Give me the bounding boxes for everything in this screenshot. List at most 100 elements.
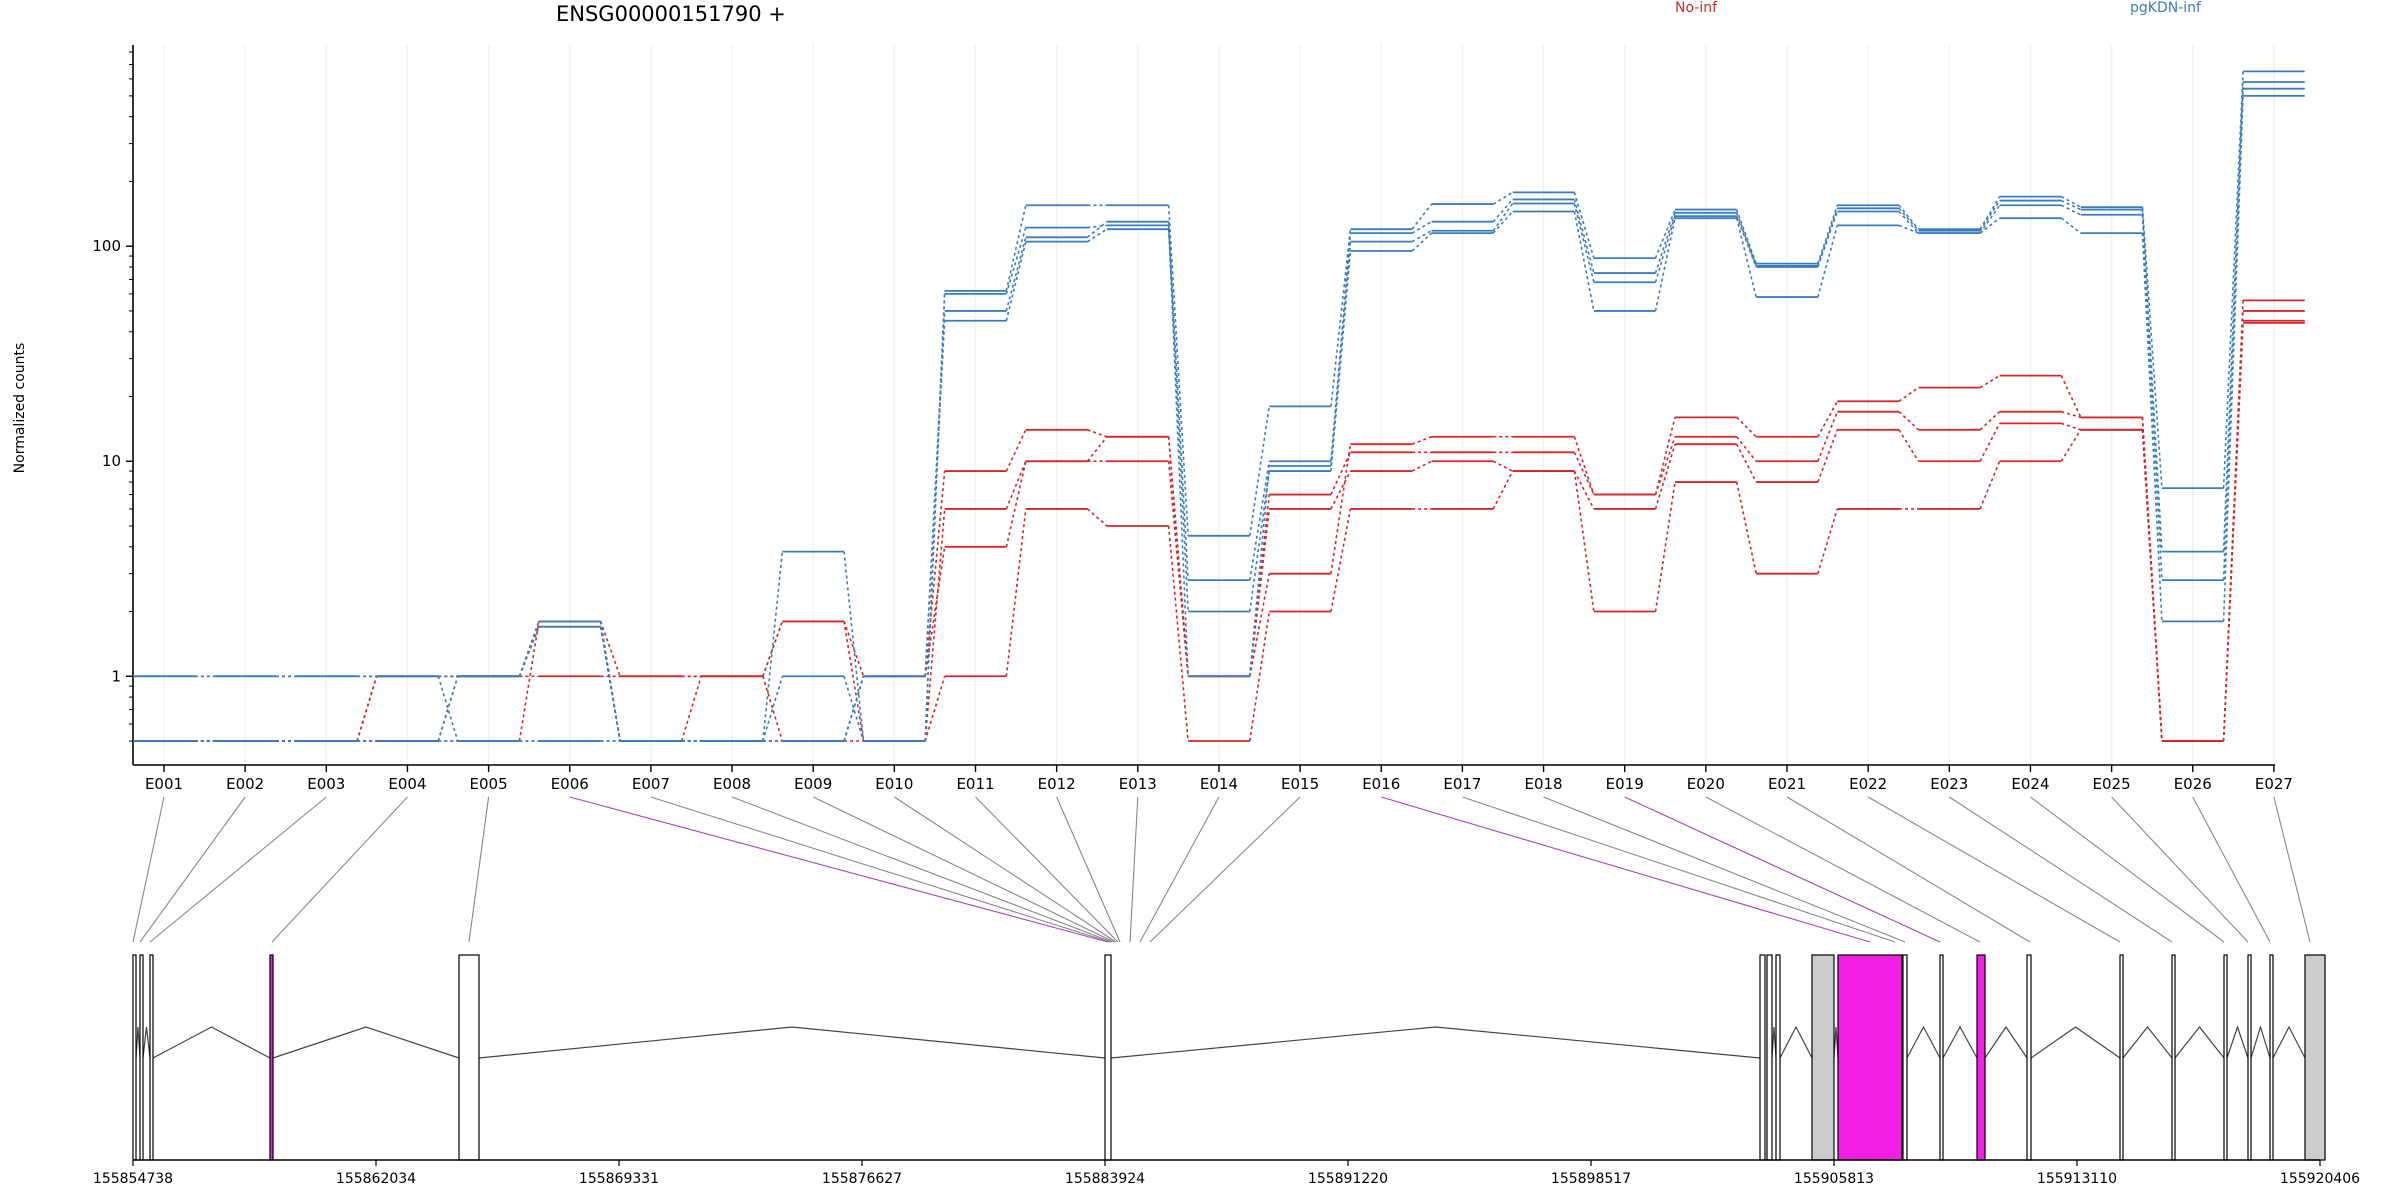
series-connector (843, 676, 865, 742)
series-connector (1573, 199, 1595, 274)
x-tick-label: E004 (388, 775, 426, 793)
exon-connector-line (569, 796, 1109, 943)
series-connector (1573, 470, 1595, 612)
series-connector (1411, 460, 1432, 472)
series-connector (2222, 95, 2244, 622)
series-connector (2060, 375, 2082, 418)
legend-entry-no-inf: No-inf (1675, 0, 1718, 16)
series-connector (1898, 210, 1920, 234)
genomic-coordinate-label: 155913110 (2037, 1171, 2117, 1187)
series-connector (1249, 573, 1271, 677)
x-tick-label: E008 (713, 775, 751, 793)
series-connector (1492, 198, 1514, 223)
intron-line (135, 1026, 141, 1059)
series-connector (1979, 423, 2001, 462)
series-connector (1979, 196, 2001, 230)
x-tick-label: E025 (2093, 775, 2131, 793)
series-connector (843, 551, 865, 742)
series-connector (1492, 210, 1514, 234)
series-connector (1248, 461, 1271, 581)
series-connector (1492, 460, 1514, 472)
exon-block (2171, 954, 2176, 1161)
series-connector (1654, 215, 1676, 283)
exon-block (2026, 954, 2032, 1161)
y-tick-label: 10 (102, 452, 121, 470)
intron-line (1984, 1025, 2028, 1059)
intron-line (2226, 1025, 2249, 1059)
series-connector (1654, 443, 1676, 510)
x-tick-label: E015 (1281, 775, 1319, 793)
series-connector (1573, 436, 1595, 495)
series-connector (680, 676, 702, 742)
series-connector (1573, 211, 1595, 312)
intron-line (1779, 1025, 1813, 1059)
series-connector (1411, 221, 1432, 234)
series-connector (843, 621, 865, 677)
x-tick-label: E018 (1524, 775, 1562, 793)
series-connector (2141, 209, 2163, 552)
series-connector (924, 470, 946, 677)
series-connector (2061, 410, 2081, 419)
x-tick-label: E005 (470, 775, 508, 793)
x-tick-label: E021 (1768, 775, 1806, 793)
x-tick-label: E019 (1606, 775, 1644, 793)
exon-block (132, 954, 137, 1161)
exon-connector-line (894, 796, 1117, 943)
series-connector (1654, 436, 1676, 495)
series-connector (1817, 400, 1839, 438)
series-connector (2141, 429, 2163, 742)
genomic-coordinate-label: 155869331 (579, 1171, 659, 1187)
series-connector (1898, 429, 1920, 462)
series-connector (599, 621, 621, 742)
x-tick-label: E002 (226, 775, 264, 793)
intron-line (2272, 1025, 2306, 1059)
series-connector (1654, 481, 1676, 612)
x-tick-label: E010 (875, 775, 913, 793)
series-connector (1898, 411, 1920, 431)
series-connector (1167, 205, 1189, 536)
intron-line (1771, 1026, 1777, 1059)
intron-line (152, 1026, 271, 1059)
series-connector (2222, 71, 2244, 489)
series-connector (2060, 217, 2082, 234)
exon-block (1766, 954, 1773, 1161)
intron-line (1906, 1025, 1941, 1059)
genomic-coordinate-label: 155898517 (1551, 1171, 1631, 1187)
exon-connector-line (139, 796, 246, 943)
exon-connector-line (1462, 796, 1896, 943)
y-tick-label: 1 (111, 667, 121, 685)
series-connector (924, 508, 946, 742)
series-connector (437, 676, 459, 742)
x-tick-label: E011 (956, 775, 994, 793)
exon-connector-line (812, 796, 1115, 943)
y-tick-label: 100 (92, 237, 121, 255)
series-connector (762, 551, 784, 742)
series-connector (1979, 411, 2001, 431)
series-connector (762, 676, 784, 742)
series-connector (1005, 205, 1027, 292)
series-connector (1736, 436, 1757, 462)
exon-connector-line (1129, 796, 1139, 943)
series-connector (1735, 217, 1757, 298)
intron-line (142, 1026, 151, 1059)
exon-connector-line (149, 796, 327, 943)
exon-connector-line (731, 796, 1113, 943)
series-connector (1817, 411, 1839, 462)
exon-block (2304, 954, 2326, 1161)
series-connector (1167, 221, 1189, 677)
exon-connector-line (1543, 796, 1906, 943)
series-connector (1411, 230, 1432, 243)
intron-line (2122, 1026, 2173, 1059)
series-connector (1005, 429, 1027, 472)
series-connector (924, 320, 946, 677)
series-connector (437, 676, 459, 742)
series-connector (843, 621, 865, 742)
series-connector (1492, 203, 1514, 232)
series-connector (762, 676, 784, 742)
x-tick-label: E023 (1930, 775, 1968, 793)
series-connector (1087, 228, 1108, 243)
x-tick-label: E003 (307, 775, 345, 793)
exon-block (1976, 954, 1986, 1161)
series-connector (356, 676, 378, 742)
